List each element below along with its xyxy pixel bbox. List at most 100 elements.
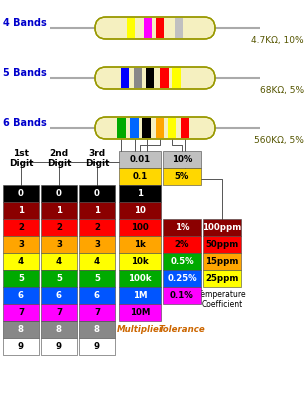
Bar xyxy=(41,304,77,321)
Bar xyxy=(3,219,39,236)
Text: 0.01: 0.01 xyxy=(130,155,150,164)
Bar xyxy=(3,287,39,304)
Bar xyxy=(41,185,77,202)
Text: 7: 7 xyxy=(94,308,100,317)
Text: 100: 100 xyxy=(131,223,149,232)
Text: 100ppm: 100ppm xyxy=(202,223,242,232)
Bar xyxy=(163,219,201,236)
Text: 6: 6 xyxy=(94,291,100,300)
Text: 10: 10 xyxy=(134,206,146,215)
Text: 2: 2 xyxy=(56,223,62,232)
Bar xyxy=(119,270,161,287)
Bar xyxy=(41,270,77,287)
Text: 10%: 10% xyxy=(172,155,192,164)
Text: 1M: 1M xyxy=(133,291,147,300)
Text: 8: 8 xyxy=(94,325,100,334)
Text: 7: 7 xyxy=(56,308,62,317)
Text: 1: 1 xyxy=(56,206,62,215)
Bar xyxy=(127,18,135,38)
Bar xyxy=(163,168,201,185)
Text: 1: 1 xyxy=(18,206,24,215)
Text: 6: 6 xyxy=(18,291,24,300)
Bar xyxy=(119,219,161,236)
Text: 560KΩ, 5%: 560KΩ, 5% xyxy=(254,136,304,145)
Bar xyxy=(79,304,115,321)
Text: 3: 3 xyxy=(56,240,62,249)
Bar xyxy=(134,68,142,88)
Text: 0.5%: 0.5% xyxy=(170,257,194,266)
Bar xyxy=(3,338,39,355)
Text: 2nd
Digit: 2nd Digit xyxy=(47,149,71,168)
Bar xyxy=(79,219,115,236)
Bar xyxy=(3,321,39,338)
Bar xyxy=(79,236,115,253)
Bar xyxy=(41,338,77,355)
Text: 8: 8 xyxy=(56,325,62,334)
Text: 9: 9 xyxy=(94,342,100,351)
Bar xyxy=(119,168,161,185)
Bar xyxy=(144,18,152,38)
Bar xyxy=(3,304,39,321)
Text: 8: 8 xyxy=(18,325,24,334)
Text: 9: 9 xyxy=(56,342,62,351)
Text: 68KΩ, 5%: 68KΩ, 5% xyxy=(260,86,304,95)
Bar xyxy=(41,253,77,270)
Bar xyxy=(119,151,161,168)
Bar xyxy=(203,219,241,236)
Text: 7: 7 xyxy=(18,308,24,317)
Bar xyxy=(119,304,161,321)
FancyBboxPatch shape xyxy=(95,117,215,139)
Bar xyxy=(79,253,115,270)
Text: Multiplier: Multiplier xyxy=(116,325,164,334)
Bar xyxy=(3,270,39,287)
Text: 1: 1 xyxy=(94,206,100,215)
Bar xyxy=(119,287,161,304)
Bar xyxy=(41,236,77,253)
Text: 1: 1 xyxy=(137,189,143,198)
Bar xyxy=(79,270,115,287)
Bar xyxy=(173,68,181,88)
Text: 1st
Digit: 1st Digit xyxy=(9,149,33,168)
Text: 4 Bands: 4 Bands xyxy=(3,18,47,28)
Bar xyxy=(163,151,201,168)
Bar xyxy=(168,118,176,138)
Text: 0: 0 xyxy=(94,189,100,198)
Bar xyxy=(142,118,151,138)
Bar xyxy=(156,118,164,138)
Text: 2: 2 xyxy=(94,223,100,232)
FancyBboxPatch shape xyxy=(95,67,215,89)
Text: 2%: 2% xyxy=(175,240,189,249)
Text: 4.7KΩ, 10%: 4.7KΩ, 10% xyxy=(251,36,304,45)
Text: 6: 6 xyxy=(56,291,62,300)
Bar xyxy=(146,68,154,88)
Text: 0.25%: 0.25% xyxy=(167,274,197,283)
Text: 3: 3 xyxy=(94,240,100,249)
Bar xyxy=(160,68,169,88)
Bar xyxy=(203,236,241,253)
Text: 5: 5 xyxy=(56,274,62,283)
Bar xyxy=(41,287,77,304)
Bar xyxy=(119,202,161,219)
Bar xyxy=(119,185,161,202)
Text: 0.1: 0.1 xyxy=(132,172,148,181)
Text: 3: 3 xyxy=(18,240,24,249)
Bar xyxy=(79,338,115,355)
Bar xyxy=(156,18,164,38)
Text: 9: 9 xyxy=(18,342,24,351)
Bar xyxy=(3,185,39,202)
Bar xyxy=(163,270,201,287)
Bar xyxy=(203,253,241,270)
Bar xyxy=(79,202,115,219)
Text: 10k: 10k xyxy=(131,257,149,266)
Text: 15ppm: 15ppm xyxy=(205,257,239,266)
Bar xyxy=(79,287,115,304)
Text: 5: 5 xyxy=(94,274,100,283)
Bar xyxy=(121,68,129,88)
Text: 100k: 100k xyxy=(128,274,152,283)
Text: Temperature
Coefficient: Temperature Coefficient xyxy=(198,290,246,310)
Text: 6 Bands: 6 Bands xyxy=(3,118,47,128)
Text: 3rd
Digit: 3rd Digit xyxy=(85,149,109,168)
Bar xyxy=(130,118,139,138)
Bar xyxy=(119,253,161,270)
Bar xyxy=(41,321,77,338)
